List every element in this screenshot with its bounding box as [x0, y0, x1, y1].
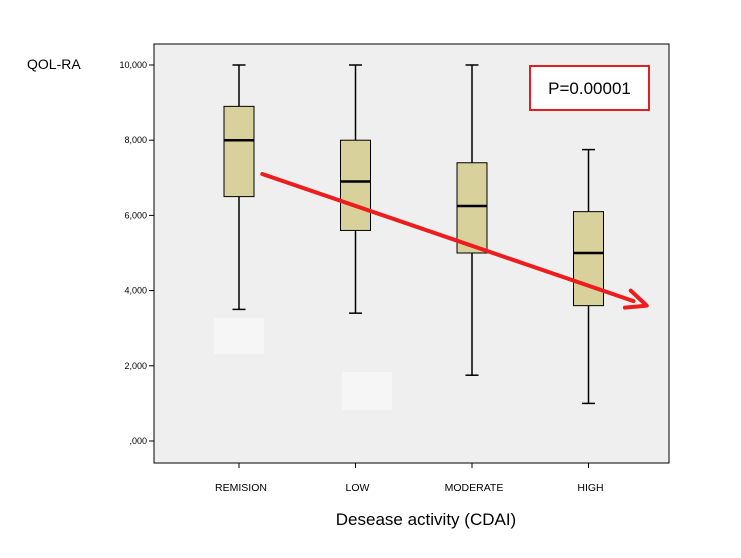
trend-arrow — [260, 172, 649, 310]
p-value-box — [529, 65, 650, 111]
iqr-box — [456, 162, 488, 254]
x-category-label: HIGH — [577, 482, 603, 494]
y-tick-label: 8,000 — [124, 135, 147, 145]
faint-patch — [214, 318, 264, 354]
x-axis-title: Desease activity (CDAI) — [336, 510, 516, 529]
box-remision — [223, 64, 255, 311]
faint-patch — [342, 372, 392, 410]
y-tick-label: 10,000 — [119, 60, 147, 70]
y-tick-label: ,000 — [129, 436, 147, 446]
y-tick-label: 6,000 — [124, 210, 147, 220]
box-moderate — [456, 64, 488, 376]
y-axis-title: QOL-RA — [27, 56, 81, 72]
x-axis: REMISION LOW MODERATE HIGH — [215, 463, 604, 494]
x-category-label: MODERATE — [445, 482, 504, 494]
iqr-box — [573, 211, 604, 307]
p-value-text: P=0.00001 — [548, 79, 631, 98]
trend-arrow-shaft — [260, 172, 636, 304]
trend-arrow-head — [622, 288, 649, 310]
y-axis: ,000 2,000 4,000 6,000 8,000 10,000 — [119, 60, 154, 446]
y-tick-label: 2,000 — [124, 361, 147, 371]
box-group — [223, 64, 604, 405]
x-category-label: REMISION — [215, 482, 267, 494]
x-category-label: LOW — [346, 482, 370, 494]
p-value-annotation: P=0.00001 — [529, 65, 650, 111]
iqr-box — [340, 139, 371, 231]
y-tick-label: 4,000 — [124, 286, 147, 296]
box-low — [340, 64, 371, 314]
iqr-box — [223, 105, 255, 198]
